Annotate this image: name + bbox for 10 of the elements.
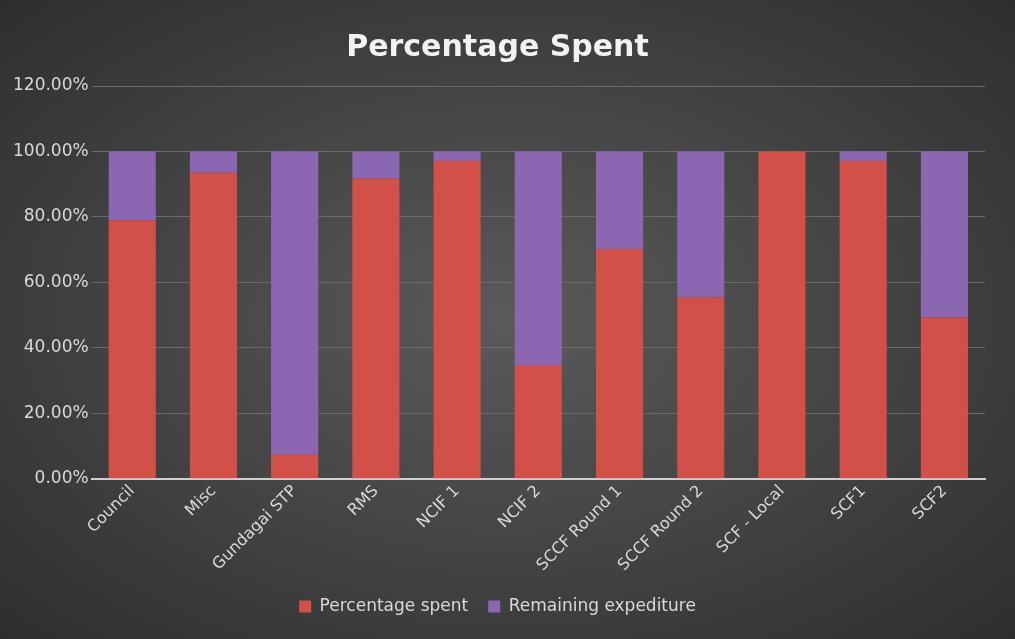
- y-tick-label: 60.00%: [23, 270, 89, 291]
- y-tick-label: 80.00%: [23, 205, 89, 226]
- y-tick-label: 100.00%: [13, 139, 89, 160]
- legend-label: Remaining expediture: [508, 594, 696, 615]
- y-tick-label: 120.00%: [13, 74, 89, 95]
- y-tick-label: 20.00%: [23, 401, 89, 422]
- y-tick-label: 40.00%: [23, 336, 89, 357]
- legend-label: Percentage spent: [319, 594, 469, 615]
- chart-title: Percentage Spent: [346, 27, 649, 63]
- y-tick-label: 0.00%: [34, 467, 89, 488]
